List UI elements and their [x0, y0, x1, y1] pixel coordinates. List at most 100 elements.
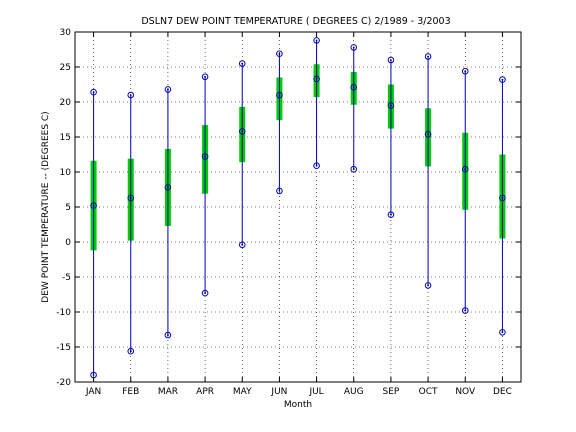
max-marker-dot-apr [204, 75, 206, 78]
max-marker-oct [424, 53, 432, 60]
x-tick-label-sep: SEP [383, 387, 400, 397]
min-marker-oct [424, 282, 432, 289]
max-marker-sep [387, 56, 395, 64]
min-marker-dot-sep [390, 213, 392, 216]
median-marker-dot-may [241, 130, 244, 133]
median-marker-jul [313, 75, 320, 83]
y-tick-label: -20 [56, 378, 71, 388]
median-marker-dot-nov [464, 168, 467, 171]
y-tick-label: 5 [65, 203, 71, 213]
min-marker-apr [201, 289, 209, 297]
max-marker-dot-dec [501, 78, 504, 81]
max-marker-dot-jun [278, 52, 281, 55]
x-tick-label-nov: NOV [455, 387, 476, 397]
y-tick-label: 10 [60, 168, 72, 178]
data-layer [90, 37, 506, 379]
x-tick-label-jan: JAN [85, 387, 101, 397]
median-marker-oct [424, 130, 432, 138]
y-tick-label: 30 [60, 28, 72, 38]
max-marker-dot-sep [390, 59, 392, 61]
median-marker-dot-aug [352, 86, 355, 89]
median-marker-dot-dec [501, 197, 504, 199]
y-tick-label: -5 [62, 273, 71, 283]
max-marker-jul [313, 37, 320, 44]
y-tick-label: 20 [60, 98, 72, 108]
min-marker-jul [313, 162, 320, 169]
y-tick-labels: -20 -15 -10 -5 0 5 10 15 20 25 30 [56, 28, 71, 388]
max-marker-dot-oct [427, 55, 429, 58]
min-marker-dot-jan [92, 374, 95, 376]
median-marker-aug [350, 84, 358, 91]
min-marker-jun [276, 187, 283, 195]
median-marker-apr [201, 153, 209, 160]
x-tick-label-jul: JUL [308, 387, 323, 397]
median-marker-dot-apr [204, 155, 206, 158]
y-tick-label: -10 [56, 308, 71, 318]
max-marker-dot-aug [352, 46, 355, 49]
max-marker-nov [461, 67, 469, 75]
min-marker-jan [90, 371, 97, 379]
min-marker-dec [499, 329, 506, 336]
x-tick-label-may: MAY [233, 387, 252, 397]
max-marker-mar [164, 86, 172, 93]
min-marker-sep [387, 211, 395, 218]
median-marker-dot-jul [315, 78, 318, 80]
median-marker-nov [461, 165, 469, 173]
max-marker-jun [276, 50, 283, 58]
x-tick-label-apr: APR [196, 387, 214, 397]
x-axis-label: Month [284, 400, 312, 410]
x-tick-label-mar: MAR [158, 387, 178, 397]
max-marker-aug [350, 44, 358, 51]
max-marker-dot-may [241, 62, 244, 65]
min-marker-nov [461, 307, 469, 314]
median-marker-dot-oct [427, 133, 429, 136]
median-marker-mar [164, 184, 172, 191]
y-tick-label: 15 [60, 133, 71, 143]
x-tick-labels: JAN FEB MAR APR MAY JUN JUL AUG SEP OCT NOV DEC [85, 387, 512, 397]
y-tick-label: -15 [56, 343, 71, 353]
max-marker-dec [499, 76, 506, 83]
y-axis-label: DEW POINT TEMPERATURE -- (DEGREES C) [41, 111, 51, 302]
median-marker-dot-jan [92, 204, 95, 207]
max-marker-dot-feb [129, 94, 132, 96]
min-marker-dot-nov [464, 309, 467, 312]
max-marker-feb [127, 91, 135, 99]
grid-layer [75, 31, 521, 383]
median-marker-dec [499, 194, 506, 202]
min-marker-dot-jun [278, 190, 281, 192]
min-marker-feb [127, 347, 135, 355]
median-marker-dot-mar [167, 186, 169, 189]
median-marker-sep [387, 102, 395, 109]
min-marker-dot-dec [501, 331, 504, 334]
axes-frame [74, 31, 522, 383]
median-marker-jan [90, 202, 97, 209]
chart-title: DSLN7 DEW POINT TEMPERATURE ( DEGREES C)… [141, 16, 450, 27]
x-tick-label-aug: AUG [344, 387, 364, 397]
min-marker-aug [350, 165, 358, 173]
min-marker-dot-may [241, 243, 244, 246]
x-tick-label-feb: FEB [122, 387, 139, 397]
median-marker-dot-feb [129, 197, 132, 199]
median-marker-jun [276, 91, 283, 99]
max-marker-may [238, 60, 246, 67]
median-marker-feb [127, 194, 135, 202]
y-tick-label: 25 [60, 63, 71, 73]
max-marker-apr [201, 73, 209, 81]
max-marker-dot-mar [167, 88, 169, 91]
x-tick-label-oct: OCT [419, 387, 438, 397]
median-marker-dot-sep [390, 104, 392, 107]
min-marker-dot-mar [167, 334, 169, 336]
min-marker-dot-feb [129, 350, 132, 353]
x-tick-label-dec: DEC [493, 387, 512, 397]
min-marker-dot-jul [315, 164, 318, 167]
min-marker-dot-aug [352, 168, 355, 171]
min-marker-may [238, 241, 246, 249]
median-marker-dot-jun [278, 94, 281, 96]
min-marker-mar [164, 331, 172, 339]
y-tick-label: 0 [65, 238, 71, 248]
max-marker-dot-jan [92, 91, 95, 94]
min-marker-dot-oct [427, 284, 429, 287]
x-tick-label-jun: JUN [270, 387, 287, 397]
median-marker-may [238, 128, 246, 135]
